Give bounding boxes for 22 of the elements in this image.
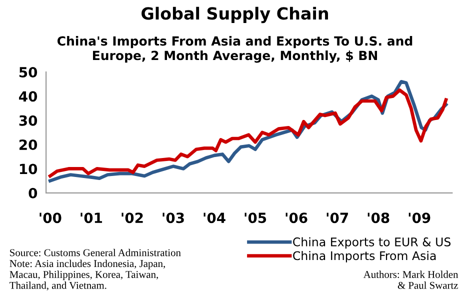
x-tick-label: '05 [244,212,266,224]
legend-label: China Exports to EUR & US [293,237,451,249]
source-note: Source: Customs General Administration Note: Asia includes Indonesia, Japan, Macau, Philippines, Korea, Taiwan, Thailand, and Vietnam. [10,248,181,290]
x-tick-label: '07 [326,212,348,224]
text: Authors: Mark Holden & Paul Swartz [363,270,458,289]
y-tick-label: 0 [28,188,38,198]
x-tick-label: '08 [368,212,390,224]
x-tick-label: '09 [408,212,430,224]
x-tick-label: '01 [80,212,102,224]
x-tick-label: '02 [122,212,143,224]
x-tick-label: '00 [40,212,62,224]
y-tick-label: 20 [20,140,38,150]
x-tick-label: '04 [204,212,226,224]
y-tick-label: 50 [19,66,38,78]
chart-title: Global Supply Chain [142,6,328,24]
x-tick-label: '06 [286,212,308,224]
y-tick-label: 10 [20,164,38,174]
legend-label: China Imports From Asia [293,251,436,262]
x-tick-label: '03 [162,212,184,224]
chart-subtitle: China's Imports From Asia and Exports To U.S. and Europe, 2 Month Average, Monthly, $ BN [57,36,412,63]
y-tick-label: 30 [19,115,38,126]
y-tick-label: 40 [19,91,38,102]
